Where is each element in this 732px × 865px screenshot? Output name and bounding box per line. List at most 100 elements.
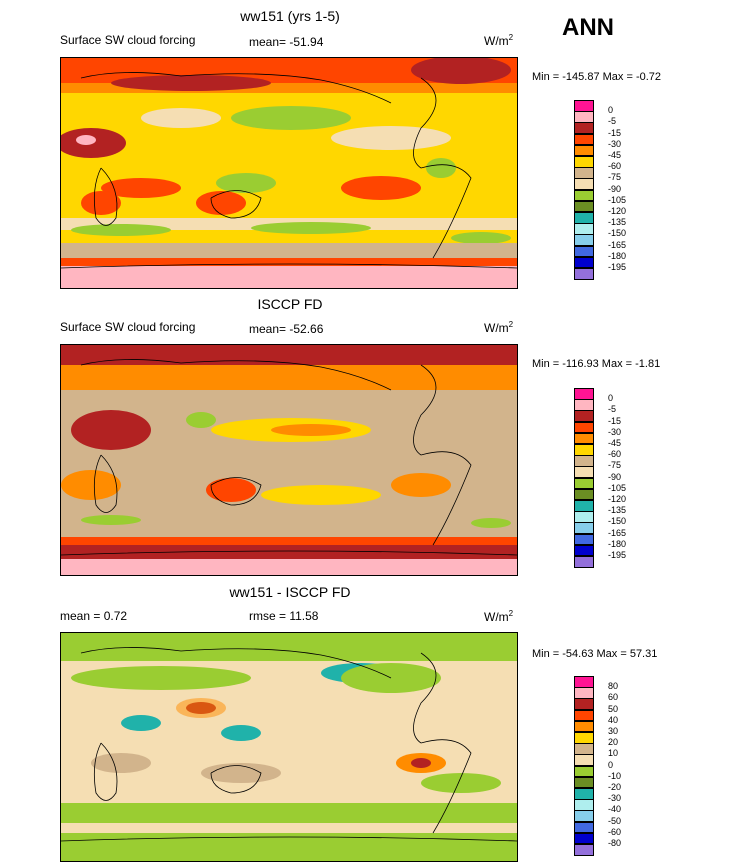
legend-level-label: 0	[608, 393, 614, 404]
legend-level-label: 50	[608, 703, 619, 714]
legend-level-label: -30	[608, 793, 622, 804]
mean-label: mean= -51.94	[249, 35, 324, 49]
legend-swatch	[574, 522, 594, 535]
legend-level-label: -195	[608, 550, 627, 560]
legend-level-label: -50	[608, 815, 622, 826]
coast-australia	[210, 765, 262, 794]
coast-africa	[93, 167, 118, 226]
legend-level-label: 40	[608, 714, 619, 725]
patch-warmpool	[186, 412, 216, 428]
legend-swatch	[574, 533, 594, 546]
coast-eurasia	[80, 72, 392, 104]
legend-swatch	[574, 122, 594, 135]
patch-green-a	[81, 515, 141, 525]
contour-map-diff	[60, 632, 518, 862]
band-antarctic-edge	[61, 545, 517, 559]
legend-level-label: -5	[608, 404, 617, 415]
legend-level-label: -150	[608, 516, 627, 527]
legend-level-label: -135	[608, 217, 627, 228]
legend-swatch	[574, 111, 594, 123]
patch-spac	[261, 485, 381, 505]
legend-level-label: -105	[608, 482, 627, 493]
mean-label: mean = 0.72	[60, 609, 128, 623]
patch-southasia	[71, 410, 151, 450]
coastlines	[61, 647, 517, 842]
patch-amazon	[426, 158, 456, 178]
map-svg-diff	[61, 633, 517, 861]
band-arctic	[61, 633, 517, 661]
contour-map-model	[60, 57, 518, 289]
patch-tan-b	[91, 753, 151, 773]
patch-australia	[196, 191, 246, 215]
patch-africa	[61, 470, 121, 500]
legend-level-label: -45	[608, 150, 622, 160]
patch-teal-c	[221, 725, 261, 741]
patch-green-b	[471, 518, 511, 528]
band-antarctica	[61, 266, 517, 288]
variable-label: Surface SW cloud forcing	[60, 320, 196, 334]
coast-eurasia	[80, 359, 392, 391]
band-north-mid	[61, 365, 517, 390]
legend-level-label: -30	[608, 426, 622, 437]
minmax-label: Min = -145.87 Max = -0.72	[532, 71, 662, 83]
coast-antarctica	[61, 836, 517, 842]
legend-swatch	[574, 743, 594, 755]
coast-antarctica	[61, 550, 517, 556]
legend-swatch	[574, 844, 594, 856]
legend-swatch	[574, 432, 594, 445]
legend-swatch	[574, 698, 594, 711]
units-label: W/m2	[484, 609, 514, 624]
coastlines	[61, 72, 517, 269]
legend-swatch	[574, 133, 594, 146]
mean-label: mean= -52.66	[249, 322, 324, 336]
legend-level-label: 30	[608, 726, 619, 736]
contour-map-obs	[60, 344, 518, 576]
panel-title: ww151 (yrs 1-5)	[240, 8, 340, 24]
legend-swatch	[574, 488, 594, 501]
coast-africa	[93, 742, 118, 801]
legend-swatch	[574, 410, 594, 423]
legend-swatch	[574, 810, 594, 823]
legend-swatch	[574, 455, 594, 467]
legend-level-label: -60	[608, 161, 622, 172]
patch-indian	[101, 178, 181, 198]
season-label: ANN	[562, 14, 614, 41]
legend-level-label: 80	[608, 681, 619, 692]
legend-level-label: -165	[608, 527, 627, 538]
legend-level-label: -15	[608, 127, 622, 138]
patch-warmpool	[216, 173, 276, 193]
band-antarctic-edge	[61, 258, 517, 266]
legend-swatch	[574, 720, 594, 733]
minmax-label: Min = -54.63 Max = 57.31	[532, 648, 658, 660]
legend-swatch	[574, 156, 594, 168]
coast-samerica	[420, 164, 472, 259]
patch-pacific-core	[271, 424, 351, 436]
legend-swatch	[574, 732, 594, 744]
legend-level-label: -180	[608, 250, 627, 261]
legend-level-label: -75	[608, 460, 622, 471]
patch-wheat-a	[141, 108, 221, 128]
legend-level-label: -180	[608, 538, 627, 549]
legend-swatch	[574, 821, 594, 834]
legend-swatch	[574, 556, 594, 568]
legend-swatch	[574, 223, 594, 235]
legend-level-label: -90	[608, 183, 622, 194]
legend-level-label: -20	[608, 782, 622, 792]
patch-siberia	[111, 75, 271, 91]
patch-green-c	[451, 232, 511, 244]
rmse-label: rmse = 11.58	[249, 609, 319, 623]
coast-antarctica	[61, 263, 517, 269]
patch-green-c	[421, 773, 501, 793]
legend-swatch	[574, 466, 594, 479]
coast-africa	[93, 454, 118, 513]
legend-swatch	[574, 144, 594, 157]
legend-swatch	[574, 421, 594, 434]
legend-level-label: 0	[608, 105, 614, 116]
coast-namerica	[413, 652, 437, 744]
legend-level-label: -75	[608, 172, 622, 183]
coast-namerica	[413, 77, 437, 169]
legend-level-label: -90	[608, 471, 622, 482]
patch-green-a	[71, 666, 251, 690]
legend-swatch	[574, 167, 594, 179]
legend-level-label: 10	[608, 748, 619, 759]
